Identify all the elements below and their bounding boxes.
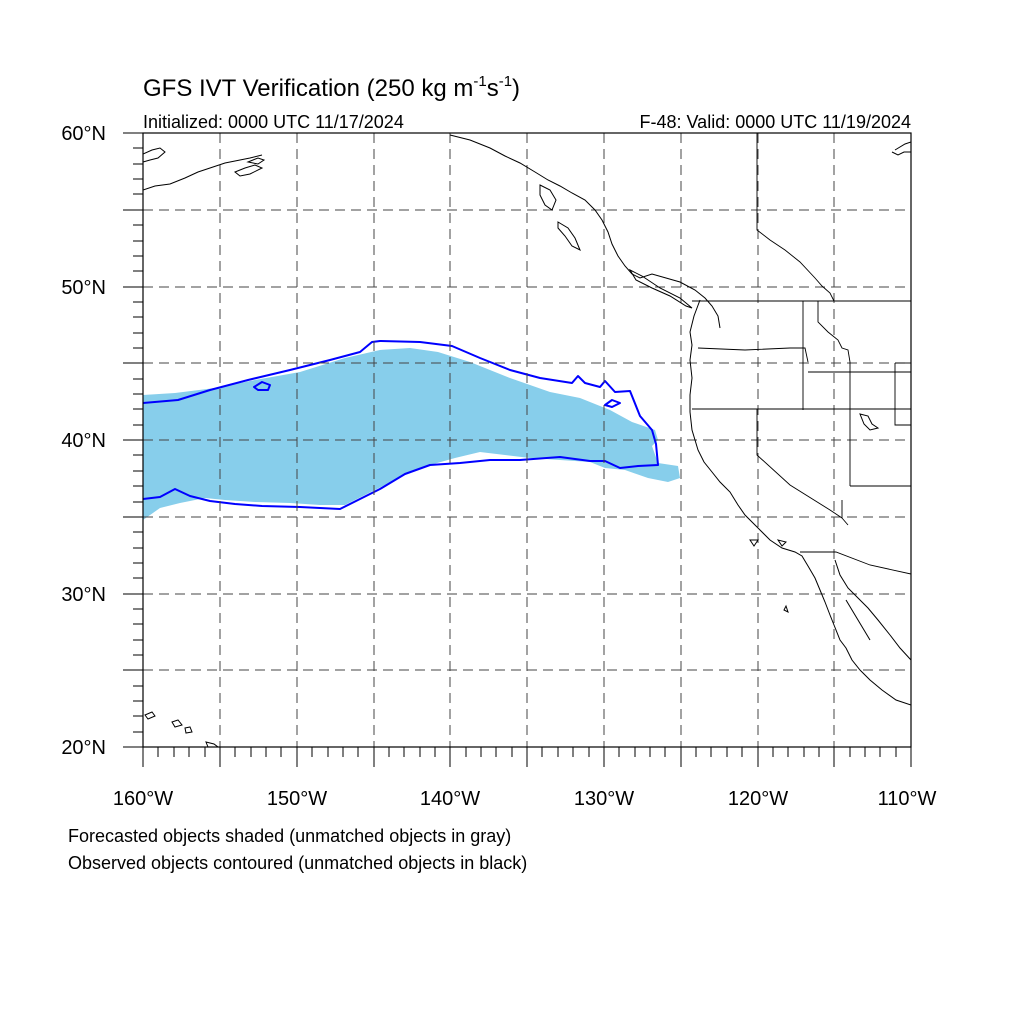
observed-object-small-contour xyxy=(253,381,271,391)
lat-label-30n: 30°N xyxy=(61,584,106,606)
lat-label-20n: 20°N xyxy=(61,737,106,759)
lon-label-110w: 110°W xyxy=(878,788,937,810)
borders xyxy=(692,133,911,575)
graticule xyxy=(143,133,911,747)
initialized-label: Initialized: 0000 UTC 11/17/2024 xyxy=(143,112,404,132)
lon-ticks xyxy=(142,747,912,767)
valid-time-label: F-48: Valid: 0000 UTC 11/19/2024 xyxy=(640,112,912,132)
observed-object-small-contour-2 xyxy=(604,399,621,408)
hawaii-islands xyxy=(144,711,219,747)
se-alaska-coast xyxy=(449,134,721,329)
lat-label-40n: 40°N xyxy=(61,430,106,452)
lat-label-60n: 60°N xyxy=(61,123,106,145)
alaska-coast xyxy=(143,147,166,163)
baja-gulf-coast xyxy=(834,559,911,661)
bc-alberta-border xyxy=(756,133,835,302)
legend-observed-note: Observed objects contoured (unmatched ob… xyxy=(68,853,527,873)
us-mexico-border xyxy=(800,551,911,575)
observed-object-contour xyxy=(143,340,659,510)
lon-label-160w: 160°W xyxy=(113,788,173,810)
us-west-coast xyxy=(689,299,911,706)
lon-label-150w: 150°W xyxy=(267,788,327,810)
legend-forecast-note: Forecasted objects shaded (unmatched obj… xyxy=(68,826,511,846)
lat-ticks xyxy=(123,132,143,748)
coastlines xyxy=(143,134,911,747)
lon-label-130w: 130°W xyxy=(574,788,634,810)
lon-label-140w: 140°W xyxy=(420,788,480,810)
lat-label-50n: 50°N xyxy=(61,277,106,299)
forecast-object xyxy=(143,348,680,520)
lon-label-120w: 120°W xyxy=(728,788,788,810)
map-area xyxy=(143,133,911,747)
figure-title: GFS IVT Verification (250 kg m-1s-1) xyxy=(143,73,520,102)
